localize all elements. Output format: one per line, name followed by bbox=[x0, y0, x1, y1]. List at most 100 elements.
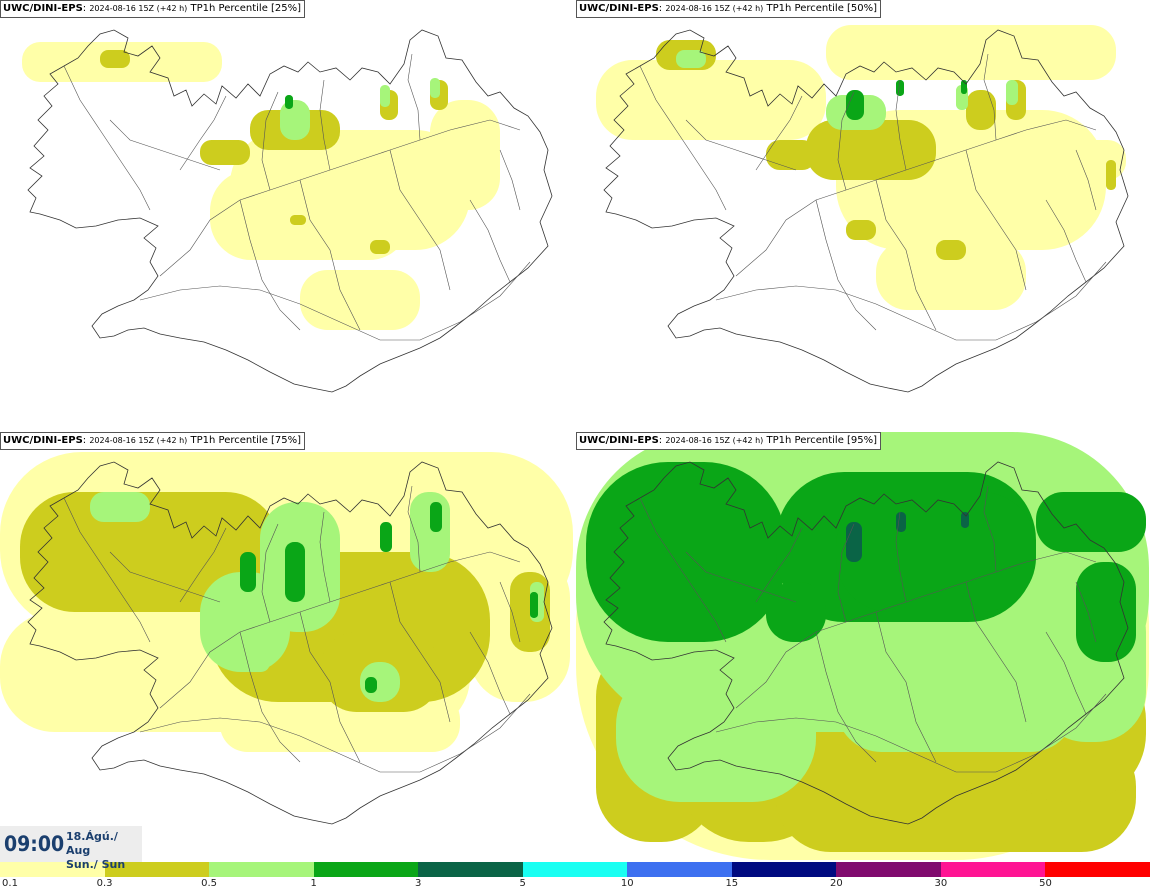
legend-swatch bbox=[209, 862, 315, 877]
precip-area bbox=[1006, 80, 1018, 105]
precip-area bbox=[200, 572, 290, 672]
road-line bbox=[407, 485, 421, 573]
precipitation-map bbox=[576, 432, 1149, 860]
legend-label: 1 bbox=[310, 878, 317, 889]
legend-label: 3 bbox=[414, 878, 422, 889]
precip-area bbox=[896, 80, 904, 96]
road-line bbox=[63, 497, 151, 643]
precip-area bbox=[285, 95, 293, 109]
panel-title: UWC/DINI-EPS: 2024-08-16 15Z (+42 h) TP1… bbox=[576, 0, 882, 18]
precip-area bbox=[430, 78, 440, 98]
coastline bbox=[27, 29, 553, 393]
road-line bbox=[685, 551, 797, 603]
precip-area bbox=[380, 85, 390, 107]
panel-p50: UWC/DINI-EPS: 2024-08-16 15Z (+42 h) TP1… bbox=[576, 0, 1149, 428]
precip-area bbox=[430, 502, 442, 532]
precipitation-map bbox=[596, 25, 1129, 393]
field-name: TP1h Percentile [95%] bbox=[766, 435, 878, 446]
road-line bbox=[965, 149, 1027, 291]
road-line bbox=[1045, 631, 1087, 715]
road-line bbox=[685, 119, 797, 171]
legend-label: 0.3 bbox=[96, 878, 113, 889]
road-line bbox=[755, 95, 803, 171]
road-line bbox=[179, 95, 227, 171]
precip-area bbox=[240, 552, 256, 592]
precip-area bbox=[200, 140, 250, 165]
road-line bbox=[139, 261, 531, 341]
road-line bbox=[965, 581, 1027, 723]
precip-area bbox=[766, 140, 816, 170]
precip-area bbox=[290, 215, 306, 225]
legend-label: 10 bbox=[620, 878, 634, 889]
road-line bbox=[1075, 149, 1097, 211]
road-line bbox=[837, 523, 855, 623]
model-name: UWC/DINI-EPS bbox=[3, 3, 83, 14]
coastline bbox=[27, 461, 553, 825]
precip-area bbox=[240, 652, 270, 672]
precip-area bbox=[846, 220, 876, 240]
precip-shading bbox=[596, 25, 1126, 310]
iceland-coastline bbox=[27, 29, 553, 393]
legend-label: 15 bbox=[725, 878, 739, 889]
road-line bbox=[715, 261, 1107, 341]
legend-label: 30 bbox=[934, 878, 948, 889]
road-line bbox=[837, 91, 855, 191]
precip-area bbox=[936, 240, 966, 260]
panel-title: UWC/DINI-EPS: 2024-08-16 15Z (+42 h) TP1… bbox=[576, 432, 882, 450]
road-line bbox=[109, 119, 221, 171]
coastline bbox=[603, 461, 1129, 825]
road-line bbox=[261, 523, 279, 623]
precip-area bbox=[766, 582, 826, 642]
precip-area bbox=[380, 522, 392, 552]
road-line bbox=[499, 581, 521, 643]
precip-area bbox=[280, 100, 310, 140]
road-line bbox=[469, 631, 511, 715]
valid-time: 09:00 bbox=[4, 832, 65, 856]
legend-swatch bbox=[0, 862, 106, 877]
road-line bbox=[1045, 199, 1087, 283]
road-line bbox=[875, 179, 937, 331]
road-line bbox=[639, 497, 727, 643]
run-time: 2024-08-16 15Z (+42 h) bbox=[89, 436, 188, 445]
legend-label: 0.5 bbox=[201, 878, 218, 889]
precip-area bbox=[806, 120, 936, 180]
legend-swatch bbox=[1045, 862, 1150, 877]
precip-shading bbox=[576, 432, 1149, 860]
precip-area bbox=[596, 60, 826, 140]
precip-area bbox=[966, 90, 996, 130]
precipitation-map bbox=[0, 452, 573, 825]
model-name: UWC/DINI-EPS bbox=[579, 435, 659, 446]
precip-area bbox=[961, 512, 969, 528]
field-name: TP1h Percentile [75%] bbox=[190, 435, 302, 446]
iceland-coastline bbox=[603, 461, 1129, 825]
precip-area bbox=[90, 492, 150, 522]
road-line bbox=[499, 149, 521, 211]
field-name: TP1h Percentile [25%] bbox=[190, 3, 302, 14]
road-line bbox=[299, 179, 361, 331]
precip-area bbox=[1076, 562, 1136, 662]
iceland-coastline bbox=[27, 461, 553, 825]
precip-area bbox=[100, 50, 130, 68]
road-line bbox=[815, 631, 877, 763]
precip-area bbox=[846, 90, 864, 120]
legend-label: 0.1 bbox=[2, 878, 18, 889]
road-line bbox=[983, 485, 997, 573]
precip-area bbox=[1036, 492, 1146, 552]
legend-label: 50 bbox=[1039, 878, 1052, 889]
road-line bbox=[815, 199, 877, 331]
precip-area bbox=[410, 492, 450, 572]
valid-date: 18.Ágú./ Aug Sun./ Sun bbox=[66, 830, 142, 872]
precip-area bbox=[1076, 140, 1126, 180]
road-line bbox=[389, 149, 451, 291]
road-line bbox=[389, 581, 451, 723]
road-line bbox=[109, 551, 221, 603]
panel-title: UWC/DINI-EPS: 2024-08-16 15Z (+42 h) TP1… bbox=[0, 432, 306, 450]
precip-area bbox=[370, 240, 390, 254]
precip-shading bbox=[0, 452, 573, 752]
precip-shading bbox=[22, 42, 500, 330]
road-line bbox=[139, 693, 531, 773]
iceland-coastline bbox=[603, 29, 1129, 393]
field-name: TP1h Percentile [50%] bbox=[766, 3, 878, 14]
coastline bbox=[603, 29, 1129, 393]
road-line bbox=[1075, 581, 1097, 643]
